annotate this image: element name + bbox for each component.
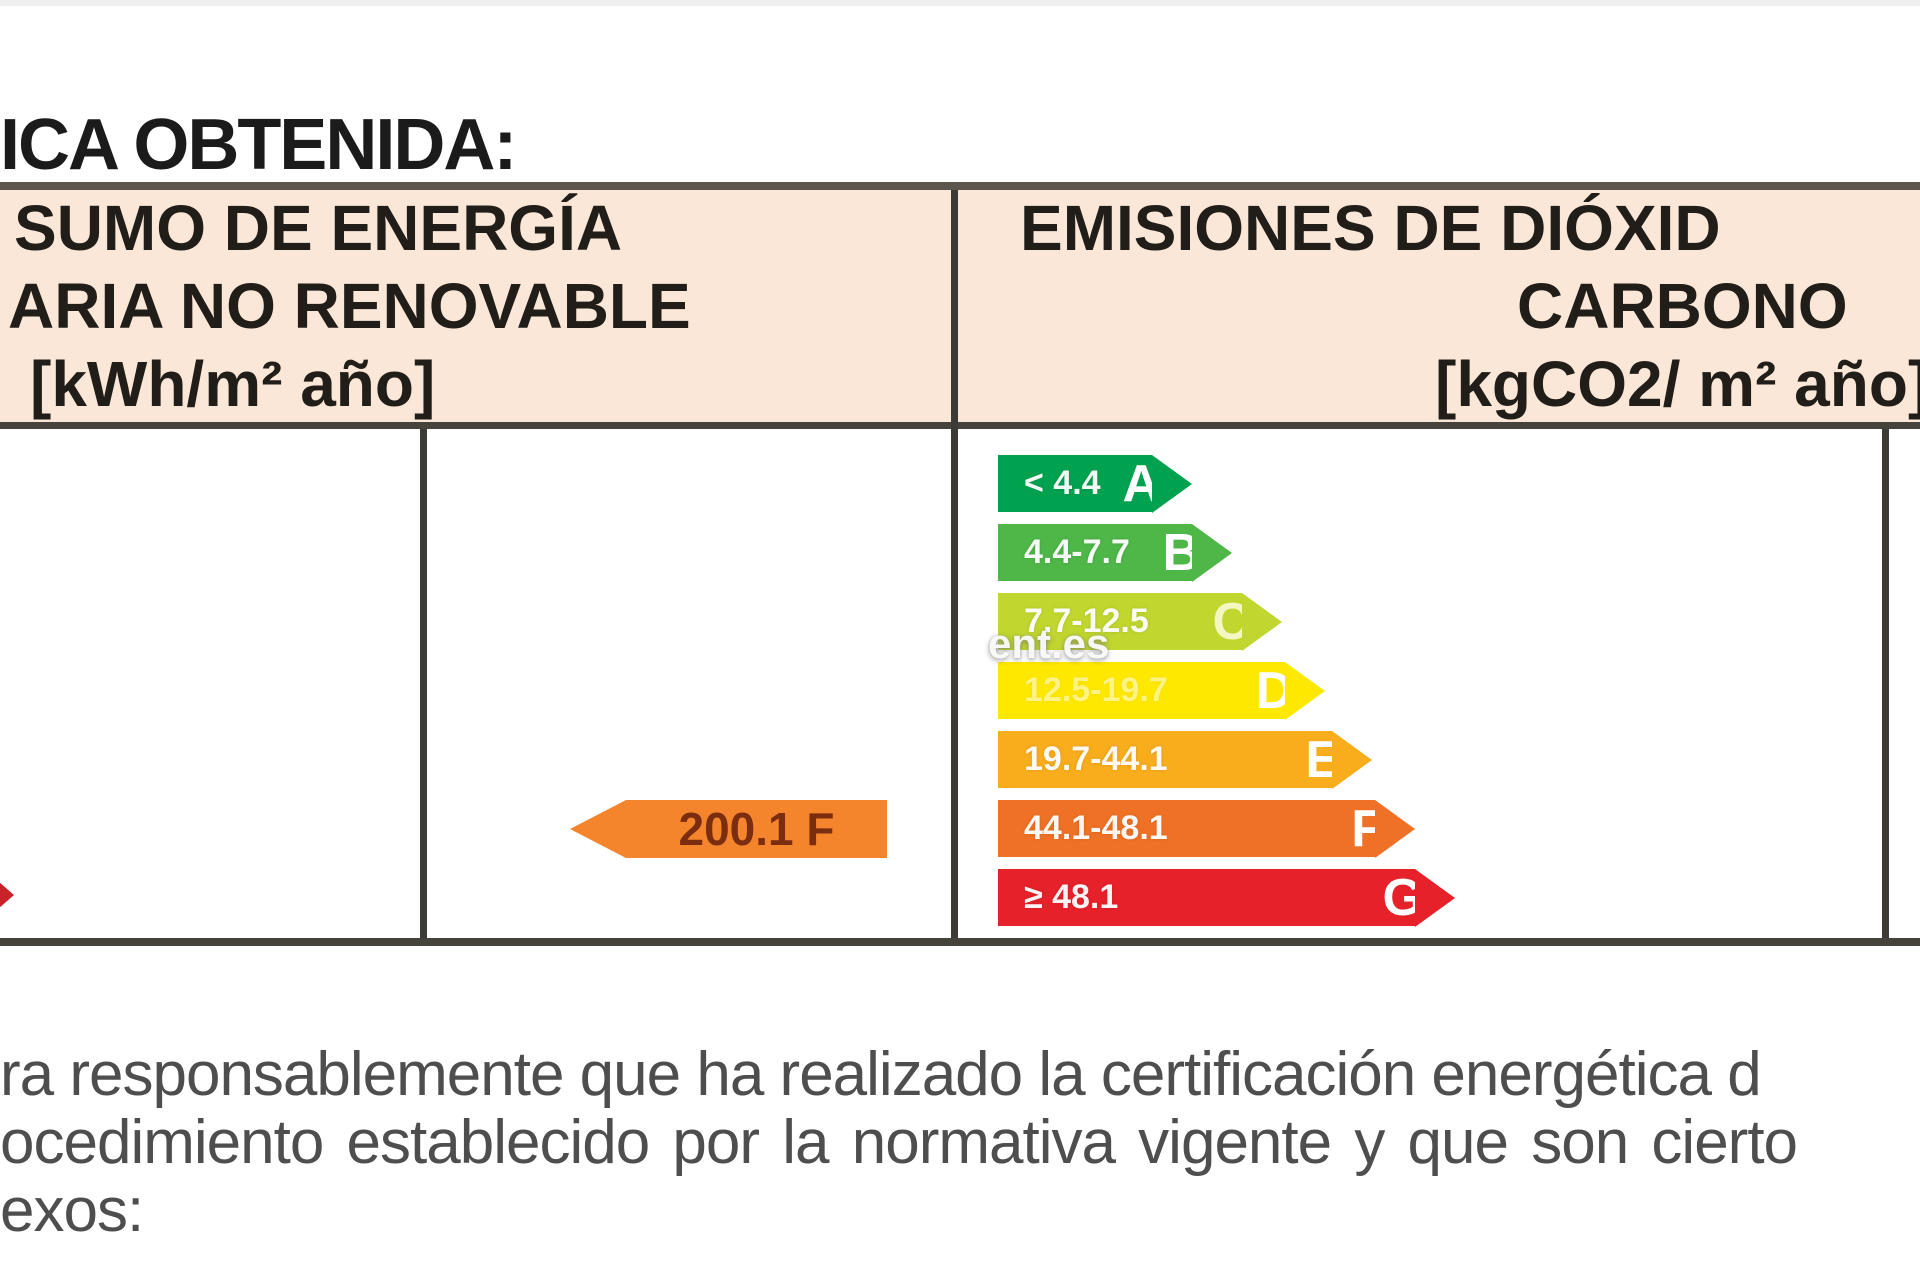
arrow-head-icon — [1415, 868, 1455, 927]
arrow-head-icon — [1152, 454, 1192, 513]
left-header-line2: ARIA NO RENOVABLE — [8, 270, 691, 342]
emissions-bar-b: 4.4-7.7 B — [998, 523, 1232, 582]
arrow-head-icon — [1192, 523, 1232, 582]
emissions-bar-e: 19.7-44.1 E — [998, 730, 1372, 789]
column-divider-main — [951, 190, 958, 938]
emissions-range-d: 12.5-19.7 — [1024, 671, 1168, 709]
emissions-bar-c: 7.7-12.5 C — [998, 592, 1282, 651]
emissions-range-c: 7.7-12.5 — [1024, 602, 1149, 640]
column-divider-left — [420, 429, 427, 938]
arrow-head-icon — [1242, 592, 1282, 651]
header-bottom-border — [0, 422, 1920, 429]
emissions-range-f: 44.1-48.1 — [1024, 809, 1168, 847]
right-header-line3: [kgCO2/ m² año] — [1435, 348, 1920, 420]
emissions-bar-d: 12.5-19.7 D — [998, 661, 1325, 720]
page-title: ICA OBTENIDA: — [0, 105, 517, 185]
table-top-border — [0, 182, 1920, 190]
consumption-rating-value: 200.1 F — [678, 803, 835, 855]
emissions-range-g: ≥ 48.1 — [1024, 878, 1119, 916]
emissions-bar-f: 44.1-48.1 F — [998, 799, 1415, 858]
footer-line1: ra responsablemente que ha realizado la … — [0, 1040, 1762, 1109]
table-bottom-border — [0, 938, 1920, 946]
emissions-bar-a: < 4.4 A — [998, 454, 1192, 513]
emissions-range-a: < 4.4 — [1024, 464, 1101, 502]
right-header-line1: EMISIONES DE DIÓXID — [1020, 192, 1721, 264]
footer-line2: ocedimiento establecido por la normativa… — [0, 1108, 1798, 1177]
scan-top-edge — [0, 0, 1920, 6]
footer-line3: exos: — [0, 1176, 144, 1245]
consumption-arrow-head-icon — [570, 800, 626, 858]
arrow-head-icon — [1332, 730, 1372, 789]
table-header-band — [0, 190, 1920, 422]
consumption-rating-arrow: 200.1 F — [626, 800, 887, 858]
left-header-line1: SUMO DE ENERGÍA — [14, 192, 623, 264]
emissions-bar-g: ≥ 48.1 G — [998, 868, 1455, 927]
arrow-head-icon — [1285, 661, 1325, 720]
emissions-range-b: 4.4-7.7 — [1024, 533, 1130, 571]
watermark: ent.es — [988, 620, 1110, 667]
column-divider-right — [1882, 429, 1889, 938]
left-scale-arrow-tip — [0, 881, 14, 909]
arrow-head-icon — [1375, 799, 1415, 858]
left-header-line3: [kWh/m² año] — [30, 348, 436, 420]
emissions-range-e: 19.7-44.1 — [1024, 740, 1168, 778]
right-header-line2: CARBONO — [1517, 270, 1848, 342]
